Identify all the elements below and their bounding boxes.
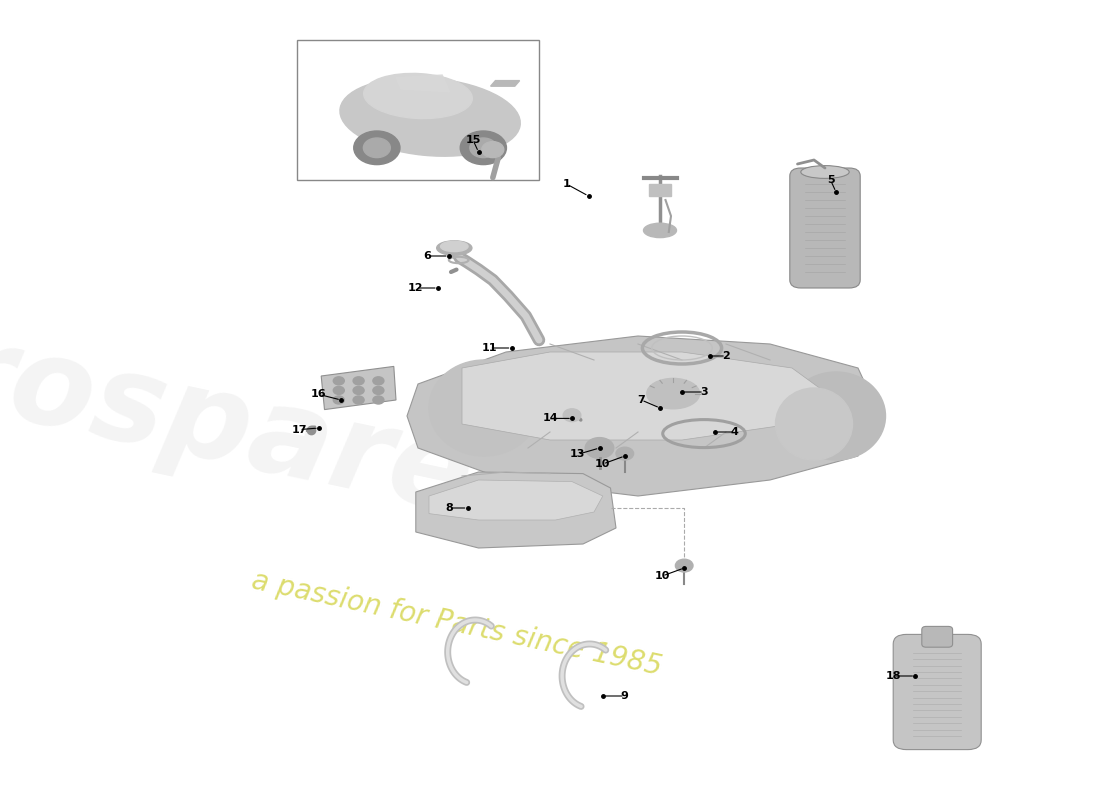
FancyBboxPatch shape [922, 626, 953, 647]
Polygon shape [407, 336, 880, 496]
Bar [297, 40, 539, 180]
Circle shape [373, 396, 384, 404]
Circle shape [482, 142, 504, 158]
Circle shape [333, 377, 344, 385]
Ellipse shape [644, 223, 676, 238]
Text: 18: 18 [886, 671, 901, 681]
FancyBboxPatch shape [893, 634, 981, 750]
Polygon shape [396, 75, 450, 92]
Polygon shape [462, 352, 836, 440]
Circle shape [354, 131, 400, 165]
Circle shape [585, 438, 614, 458]
Ellipse shape [776, 388, 853, 460]
Text: 3: 3 [701, 387, 707, 397]
Text: 10: 10 [595, 459, 610, 469]
Circle shape [675, 559, 693, 572]
Ellipse shape [801, 166, 849, 178]
Text: 6: 6 [422, 251, 431, 261]
Text: 8: 8 [444, 503, 453, 513]
Circle shape [470, 138, 497, 158]
Circle shape [363, 138, 390, 158]
Ellipse shape [340, 78, 520, 156]
Text: 12: 12 [408, 283, 424, 293]
Circle shape [333, 386, 344, 394]
Text: 15: 15 [465, 135, 481, 145]
Text: 4: 4 [730, 427, 739, 437]
Ellipse shape [786, 372, 886, 460]
Text: 17: 17 [292, 425, 307, 434]
Circle shape [460, 131, 506, 165]
Text: eurospares: eurospares [0, 278, 556, 554]
Text: 9: 9 [620, 691, 629, 701]
Text: 1: 1 [562, 179, 571, 189]
Circle shape [616, 447, 634, 460]
Circle shape [353, 377, 364, 385]
Text: a passion for Parts since 1985: a passion for Parts since 1985 [249, 566, 664, 682]
Polygon shape [321, 366, 396, 410]
Text: 13: 13 [570, 450, 585, 459]
Polygon shape [416, 472, 616, 548]
Polygon shape [491, 81, 519, 86]
Circle shape [563, 409, 581, 422]
Text: 2: 2 [722, 351, 730, 361]
Circle shape [373, 377, 384, 385]
Ellipse shape [440, 242, 467, 252]
Circle shape [333, 396, 344, 404]
Ellipse shape [429, 360, 539, 456]
Circle shape [373, 386, 384, 394]
FancyBboxPatch shape [790, 168, 860, 288]
Text: 5: 5 [827, 175, 834, 185]
Ellipse shape [364, 74, 472, 118]
Polygon shape [429, 480, 603, 520]
Circle shape [353, 386, 364, 394]
Circle shape [353, 396, 364, 404]
Text: 10: 10 [654, 571, 670, 581]
Text: 11: 11 [482, 343, 497, 353]
Bar [649, 184, 671, 196]
Ellipse shape [437, 241, 472, 255]
Text: 7: 7 [637, 395, 646, 405]
Text: 16: 16 [311, 390, 327, 399]
Ellipse shape [647, 378, 700, 409]
Text: 14: 14 [542, 414, 558, 423]
